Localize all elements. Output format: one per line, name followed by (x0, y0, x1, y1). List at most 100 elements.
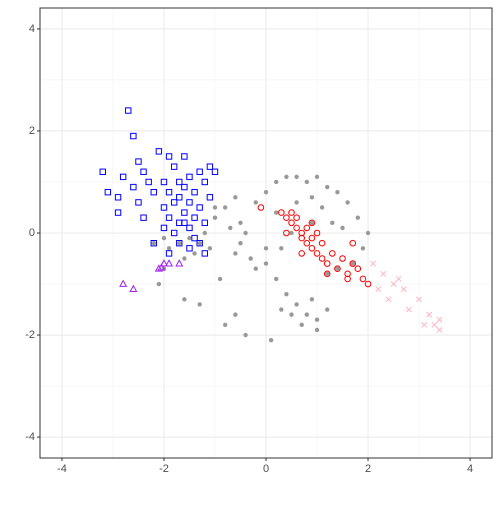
point (165, 259, 174, 267)
point (222, 205, 228, 210)
point (182, 297, 187, 302)
point (279, 307, 284, 312)
point (212, 215, 218, 220)
point (238, 220, 243, 225)
point (99, 168, 106, 175)
point (176, 240, 183, 247)
point (325, 184, 330, 190)
point (211, 168, 219, 175)
point (385, 296, 392, 303)
point (170, 163, 178, 170)
point (390, 281, 397, 287)
point (431, 321, 438, 328)
point (212, 205, 218, 210)
point (274, 179, 279, 185)
point (181, 219, 188, 226)
point (274, 276, 279, 282)
y-tick-label: 4 (29, 23, 35, 35)
point (165, 153, 173, 160)
point (140, 168, 147, 175)
point (160, 224, 168, 232)
point (197, 302, 202, 307)
point (151, 241, 156, 246)
point (114, 209, 122, 216)
point (207, 246, 213, 251)
point (289, 230, 294, 236)
point (201, 219, 208, 226)
point (165, 214, 173, 221)
point (233, 312, 238, 317)
point (170, 229, 178, 237)
point (181, 153, 188, 160)
point (182, 256, 187, 261)
point (191, 234, 198, 242)
point (335, 266, 340, 271)
point (318, 255, 326, 262)
point (294, 302, 299, 307)
point (243, 230, 248, 236)
point (318, 239, 326, 247)
point (186, 199, 193, 206)
point (284, 174, 289, 180)
point (196, 204, 203, 211)
point (176, 178, 183, 186)
point (165, 250, 173, 257)
point (360, 246, 366, 251)
point (344, 275, 351, 283)
point (279, 246, 284, 251)
x-tick-label: 2 (365, 463, 371, 475)
point (154, 264, 163, 272)
point (206, 194, 214, 201)
point (114, 194, 122, 201)
point (426, 311, 433, 318)
point (181, 183, 188, 191)
point (349, 260, 357, 267)
point (283, 229, 290, 237)
point (192, 251, 197, 256)
point (186, 224, 193, 232)
point (191, 214, 198, 221)
point (156, 281, 162, 287)
point (293, 214, 300, 221)
point (325, 271, 330, 277)
point (308, 245, 316, 252)
point (201, 250, 208, 257)
point (274, 210, 279, 215)
point (359, 275, 367, 283)
point (129, 284, 138, 293)
point (303, 239, 311, 247)
point (187, 235, 192, 241)
point (313, 250, 321, 257)
point (304, 312, 310, 317)
point (233, 195, 238, 200)
point (314, 174, 320, 180)
point (299, 322, 304, 328)
point (330, 220, 335, 225)
point (186, 245, 193, 252)
point (339, 255, 346, 262)
point (202, 230, 207, 236)
panel-border (39, 7, 493, 459)
point (104, 188, 112, 196)
point (140, 214, 147, 221)
point (303, 224, 311, 232)
y-tick-label: -4 (25, 431, 35, 443)
point (308, 219, 316, 227)
point (155, 148, 163, 155)
point (421, 321, 428, 328)
point (375, 286, 382, 293)
point (278, 209, 285, 216)
point (119, 279, 128, 287)
point (325, 307, 330, 312)
point (243, 332, 248, 338)
point (323, 270, 331, 278)
point (135, 158, 142, 165)
point (436, 326, 443, 333)
point (283, 214, 290, 221)
point (130, 183, 137, 191)
point (206, 163, 214, 170)
point (191, 188, 198, 196)
point (197, 241, 202, 246)
point (309, 195, 315, 200)
point (314, 317, 320, 322)
